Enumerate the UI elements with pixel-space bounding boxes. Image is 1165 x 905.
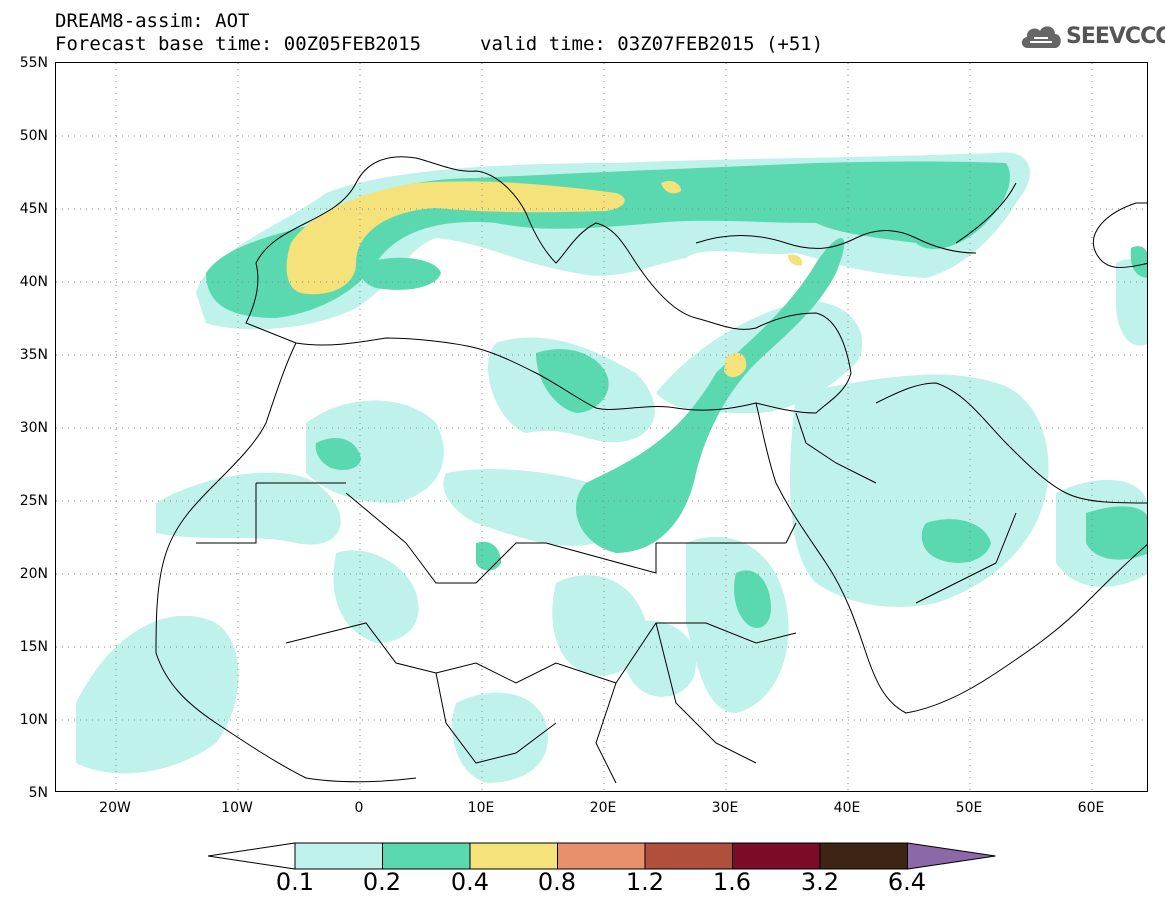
colorbar-label: 0.2 <box>362 868 402 896</box>
seevccc-logo: SEEVCCC <box>1018 20 1165 56</box>
lon-label: 10W <box>221 800 253 816</box>
colorbar-segment <box>382 842 471 870</box>
colorbar-label: 0.4 <box>450 868 490 896</box>
lon-label: 40E <box>833 800 861 816</box>
map-title: DREAM8-assim: AOT <box>55 10 250 32</box>
gridlines <box>56 63 1147 791</box>
lat-label: 45N <box>19 201 48 217</box>
colorbar-segment <box>732 842 821 870</box>
aot-0.1-layer <box>76 152 1147 783</box>
lat-label: 5N <box>28 785 48 801</box>
lat-label: 10N <box>19 712 48 728</box>
logo-text: SEEVCCC <box>1066 24 1165 49</box>
valid-time: valid time: 03Z07FEB2015 (+51) <box>480 33 824 55</box>
colorbar-label: 1.2 <box>625 868 665 896</box>
colorbar-segment <box>644 842 733 870</box>
colorbar-over-arrow <box>907 842 996 870</box>
lon-label: 10E <box>467 800 495 816</box>
forecast-time-line: Forecast base time: 00Z05FEB2015 valid ti… <box>55 33 823 55</box>
lat-label: 15N <box>19 639 48 655</box>
lon-label: 50E <box>955 800 983 816</box>
aot-0.4-layer <box>286 180 803 378</box>
colorbar-segment <box>819 842 908 870</box>
lon-label: 20E <box>589 800 617 816</box>
lat-label: 55N <box>19 55 48 71</box>
lon-label: 0 <box>354 800 364 816</box>
lat-label: 35N <box>19 347 48 363</box>
colorbar-label: 1.6 <box>712 868 752 896</box>
colorbar-label: 0.1 <box>275 868 315 896</box>
cloud-icon <box>1021 26 1061 48</box>
lat-label: 40N <box>19 274 48 290</box>
colorbar <box>207 842 996 870</box>
colorbar-label: 0.8 <box>537 868 577 896</box>
colorbar-segment <box>557 842 646 870</box>
coastlines <box>155 156 1147 784</box>
colorbar-label: 6.4 <box>887 868 927 896</box>
lat-label: 20N <box>19 566 48 582</box>
aot-map <box>56 63 1147 791</box>
lat-label: 50N <box>19 128 48 144</box>
colorbar-segment <box>294 842 383 870</box>
colorbar-segment <box>469 842 558 870</box>
lon-label: 30E <box>711 800 739 816</box>
colorbar-label: 3.2 <box>800 868 840 896</box>
map-panel[interactable] <box>55 62 1148 792</box>
lat-label: 25N <box>19 493 48 509</box>
lon-label: 60E <box>1077 800 1105 816</box>
lon-label: 20W <box>99 800 131 816</box>
lat-label: 30N <box>19 420 48 436</box>
colorbar-under-arrow <box>207 842 296 870</box>
base-time: Forecast base time: 00Z05FEB2015 <box>55 33 422 55</box>
